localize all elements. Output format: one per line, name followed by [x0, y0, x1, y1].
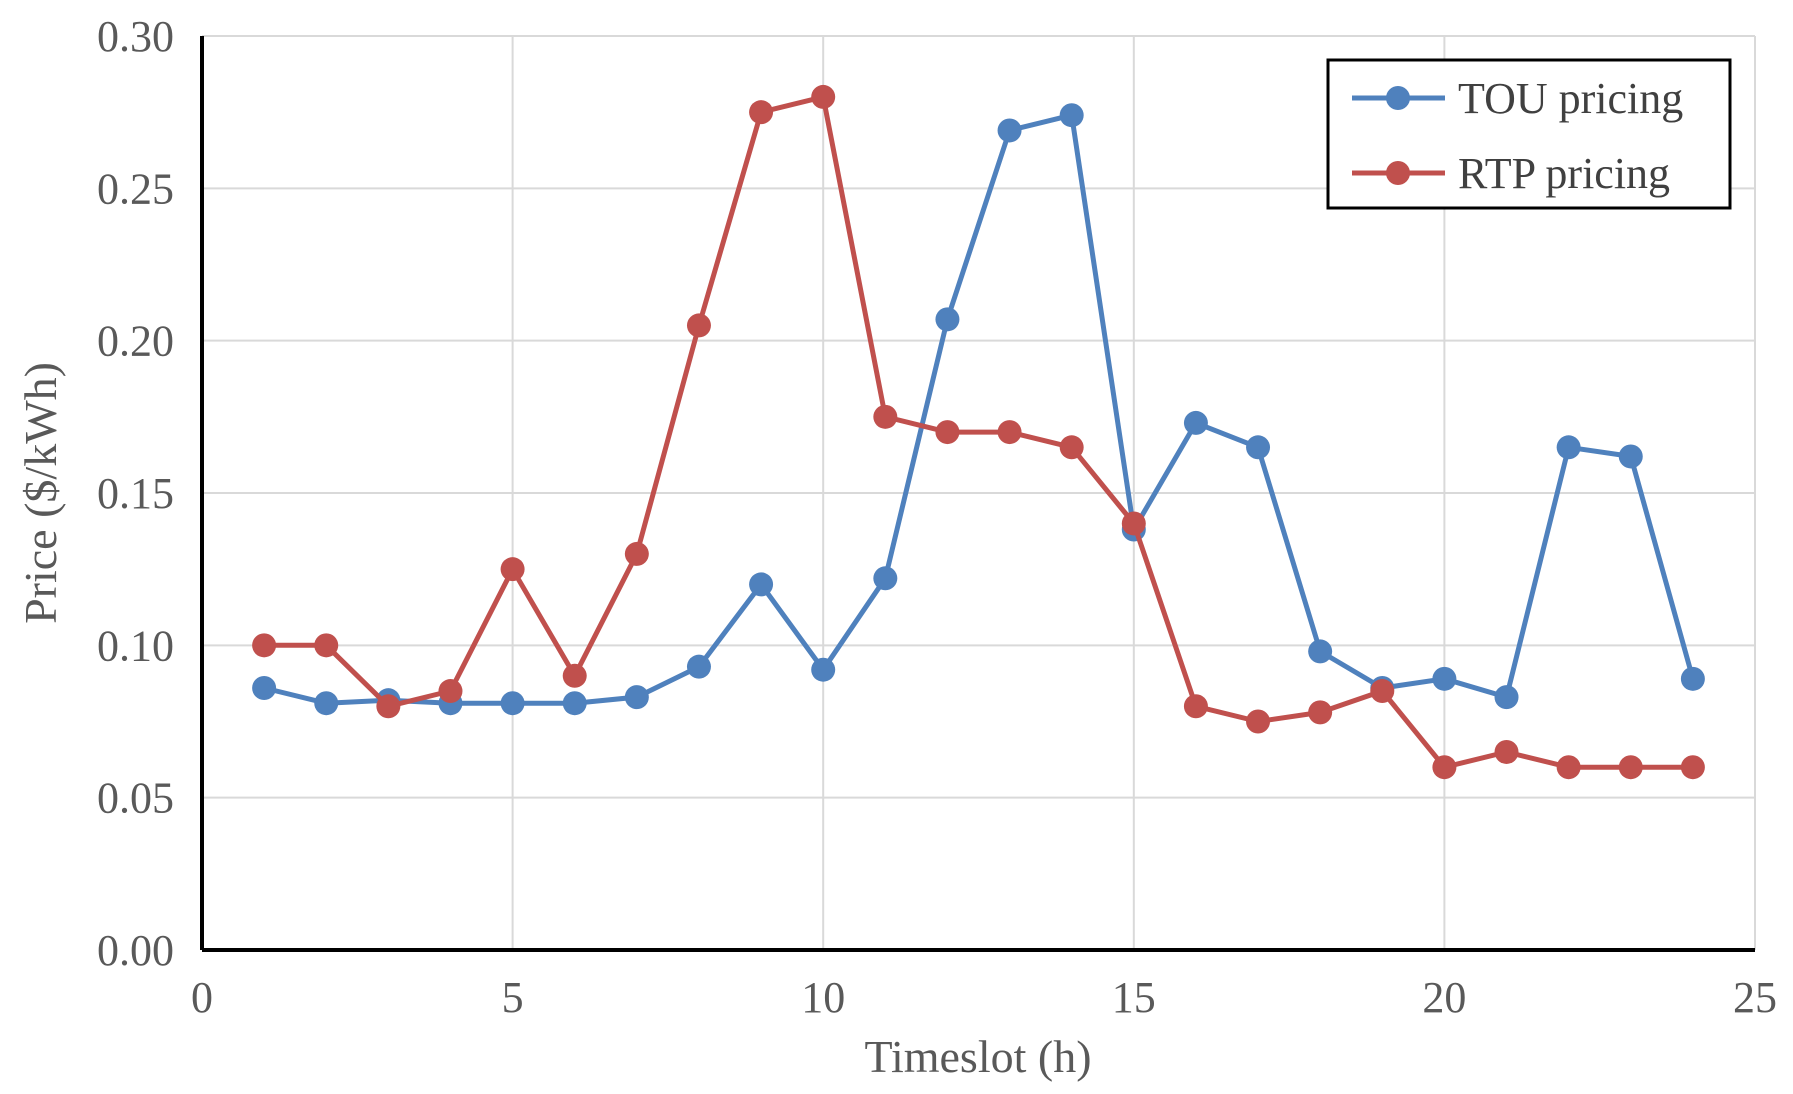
legend-item-rtp-pricing: RTP pricing	[1352, 149, 1670, 198]
data-point-rtp-pricing	[376, 694, 401, 719]
data-point-tou-pricing	[562, 691, 587, 716]
data-point-tou-pricing	[1308, 639, 1333, 664]
data-point-rtp-pricing	[562, 663, 587, 688]
data-point-rtp-pricing	[873, 404, 898, 429]
y-tick-label: 0.30	[97, 12, 174, 61]
data-point-tou-pricing	[686, 654, 711, 679]
data-point-tou-pricing	[1494, 685, 1519, 710]
legend-marker-tou-pricing	[1386, 86, 1410, 110]
y-axis-title: Price ($/kWh)	[15, 362, 66, 624]
x-tick-label: 15	[1112, 973, 1156, 1022]
data-point-rtp-pricing	[1059, 435, 1084, 460]
data-point-tou-pricing	[1246, 435, 1271, 460]
series-rtp-pricing	[252, 84, 1705, 780]
data-point-tou-pricing	[1556, 435, 1581, 460]
x-tick-label: 5	[502, 973, 524, 1022]
data-point-rtp-pricing	[438, 679, 463, 704]
data-point-tou-pricing	[811, 657, 836, 682]
data-point-rtp-pricing	[1432, 755, 1457, 780]
tick-labels: 0.00 0.05 0.10 0.15 0.20 0.25 0.30 0 5 10 15 20 25	[97, 12, 1777, 1022]
data-point-tou-pricing	[1059, 103, 1084, 128]
data-point-tou-pricing	[997, 118, 1022, 143]
x-tick-label: 10	[801, 973, 845, 1022]
data-point-tou-pricing	[252, 675, 277, 700]
data-point-rtp-pricing	[314, 633, 339, 658]
data-point-rtp-pricing	[686, 313, 711, 338]
data-point-rtp-pricing	[1680, 755, 1705, 780]
data-point-tou-pricing	[314, 691, 339, 716]
data-point-rtp-pricing	[1308, 700, 1333, 725]
data-point-rtp-pricing	[1494, 739, 1519, 764]
x-axis-title: Timeslot (h)	[864, 1031, 1091, 1082]
grid	[202, 35, 1756, 950]
data-point-rtp-pricing	[935, 420, 960, 445]
x-tick-label: 0	[191, 973, 213, 1022]
x-tick-label: 25	[1733, 973, 1777, 1022]
y-tick-label: 0.20	[97, 317, 174, 366]
data-point-tou-pricing	[935, 307, 960, 332]
x-tick-label: 20	[1422, 973, 1466, 1022]
legend-label-tou-pricing: TOU pricing	[1458, 74, 1683, 123]
legend: TOU pricing RTP pricing	[1326, 58, 1732, 210]
data-point-rtp-pricing	[252, 633, 277, 658]
data-point-tou-pricing	[624, 685, 649, 710]
data-point-rtp-pricing	[1183, 694, 1208, 719]
data-point-tou-pricing	[1183, 410, 1208, 435]
data-point-tou-pricing	[1680, 666, 1705, 691]
data-point-tou-pricing	[749, 572, 774, 597]
y-tick-label: 0.25	[97, 164, 174, 213]
data-point-tou-pricing	[500, 691, 525, 716]
data-point-rtp-pricing	[1121, 511, 1146, 536]
data-point-rtp-pricing	[1556, 755, 1581, 780]
data-point-tou-pricing	[1432, 666, 1457, 691]
data-point-rtp-pricing	[1618, 755, 1643, 780]
y-tick-label: 0.15	[97, 469, 174, 518]
data-point-rtp-pricing	[624, 541, 649, 566]
data-point-rtp-pricing	[1370, 679, 1395, 704]
y-tick-label: 0.05	[97, 774, 174, 823]
data-point-rtp-pricing	[811, 84, 836, 109]
data-point-rtp-pricing	[997, 420, 1022, 445]
legend-item-tou-pricing: TOU pricing	[1352, 74, 1683, 123]
data-point-rtp-pricing	[1246, 709, 1271, 734]
y-tick-label: 0.00	[97, 926, 174, 975]
series	[252, 84, 1705, 780]
data-point-tou-pricing	[1618, 444, 1643, 469]
data-point-rtp-pricing	[749, 100, 774, 125]
legend-label-rtp-pricing: RTP pricing	[1458, 149, 1670, 198]
axes	[200, 36, 1755, 952]
legend-marker-rtp-pricing	[1386, 161, 1410, 185]
data-point-rtp-pricing	[500, 557, 525, 582]
data-point-tou-pricing	[873, 566, 898, 591]
y-tick-label: 0.10	[97, 621, 174, 670]
